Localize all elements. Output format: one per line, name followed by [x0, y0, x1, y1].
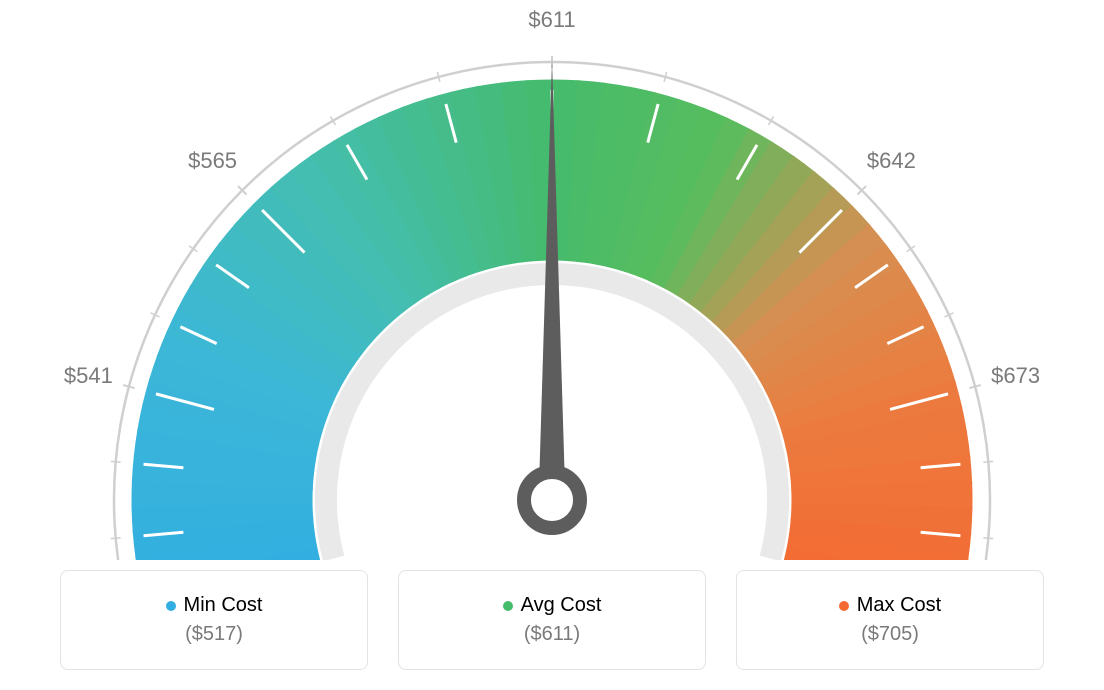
legend-title-max: Max Cost — [839, 594, 941, 617]
gauge-svg — [0, 0, 1104, 560]
legend-dot-avg — [503, 601, 513, 611]
legend-value-avg: ($611) — [524, 623, 580, 646]
gauge-tick-label: $541 — [64, 363, 113, 389]
legend-value-max: ($705) — [861, 623, 919, 646]
legend-title-min: Min Cost — [166, 594, 263, 617]
gauge-tick-label: $673 — [991, 363, 1040, 389]
legend-dot-min — [166, 601, 176, 611]
legend-value-min: ($517) — [185, 623, 243, 646]
chart-container: $517$541$565$611$642$673$705 Min Cost ($… — [0, 0, 1104, 690]
legend-card-max: Max Cost ($705) — [736, 570, 1044, 670]
gauge-tick-label: $611 — [528, 7, 575, 33]
legend-dot-max — [839, 601, 849, 611]
gauge-tick-label: $565 — [188, 148, 237, 174]
legend-row: Min Cost ($517) Avg Cost ($611) Max Cost… — [60, 570, 1044, 670]
gauge: $517$541$565$611$642$673$705 — [0, 0, 1104, 560]
legend-card-avg: Avg Cost ($611) — [398, 570, 706, 670]
legend-title-avg: Avg Cost — [503, 594, 602, 617]
legend-card-min: Min Cost ($517) — [60, 570, 368, 670]
legend-label-avg: Avg Cost — [521, 594, 602, 617]
legend-label-min: Min Cost — [184, 594, 263, 617]
legend-label-max: Max Cost — [857, 594, 941, 617]
gauge-tick-label: $642 — [867, 148, 916, 174]
